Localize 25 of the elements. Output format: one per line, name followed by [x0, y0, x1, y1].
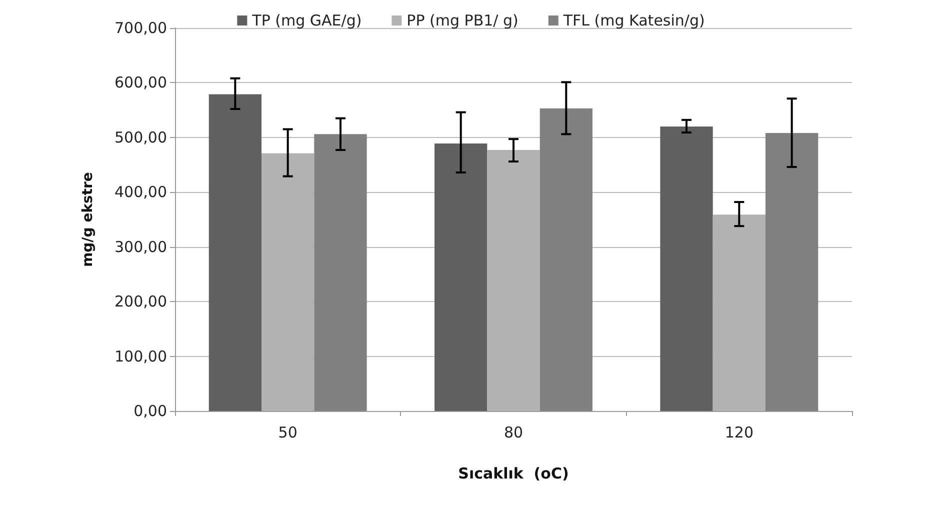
- bar: [712, 214, 766, 411]
- x-tick-label: 50: [278, 424, 298, 442]
- y-tick-label: 300,00: [114, 238, 167, 256]
- x-axis-title: Sıcaklık (oC): [458, 464, 569, 482]
- y-tick-label: 400,00: [114, 183, 167, 202]
- bar: [765, 133, 818, 411]
- x-tick-label: 120: [724, 424, 754, 442]
- y-tick-label: 500,00: [114, 128, 167, 146]
- y-tick-label: 100,00: [114, 347, 167, 366]
- y-tick-label: 0,00: [134, 402, 167, 420]
- legend-label: TP (mg GAE/g): [251, 12, 362, 30]
- bar: [314, 134, 367, 411]
- bar: [660, 126, 713, 411]
- bar: [262, 153, 314, 411]
- bar: [540, 108, 592, 411]
- bar: [487, 150, 540, 411]
- legend-label: TFL (mg Katesin/g): [562, 12, 705, 30]
- y-tick-label: 600,00: [114, 74, 167, 92]
- bar: [208, 94, 262, 411]
- y-tick-label: 200,00: [114, 292, 167, 311]
- x-tick-label: 80: [504, 424, 524, 442]
- y-axis-title: mg/g ekstre: [80, 172, 96, 267]
- legend-label: PP (mg PB1/ g): [406, 12, 518, 30]
- bar: [434, 143, 488, 411]
- y-tick-label: 700,00: [114, 19, 167, 37]
